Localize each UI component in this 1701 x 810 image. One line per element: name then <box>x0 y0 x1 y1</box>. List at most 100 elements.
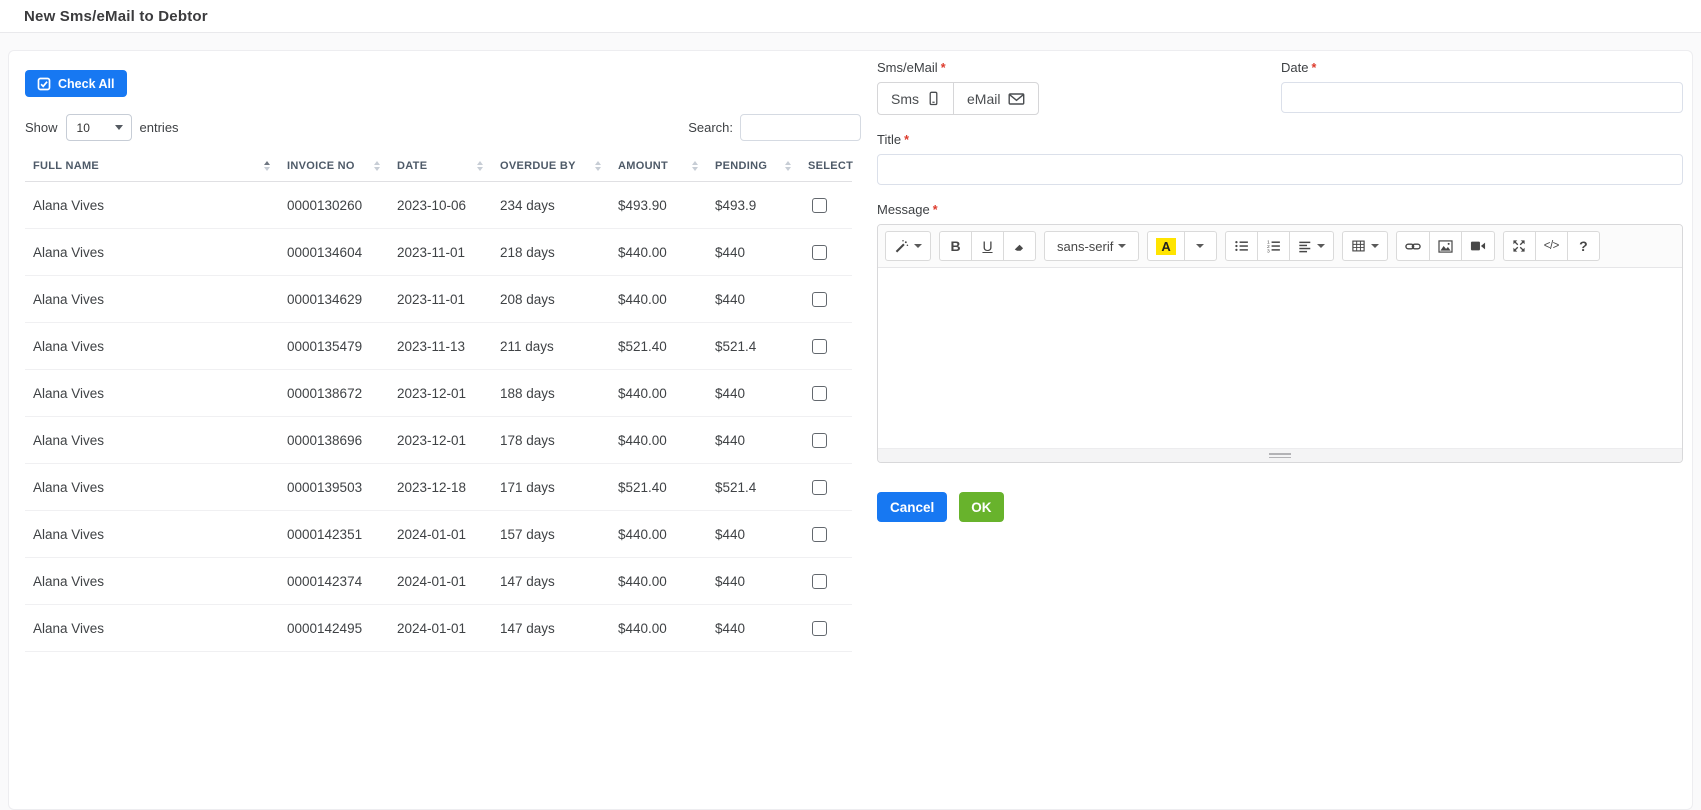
cell-select <box>800 416 852 464</box>
date-input[interactable] <box>1281 82 1683 113</box>
cell-select <box>800 510 852 558</box>
cell-overdue-by: 234 days <box>492 181 610 229</box>
main-card: Check All Show 10 entries Search: <box>8 50 1693 810</box>
fullscreen-icon <box>1512 239 1526 253</box>
list-ol-icon: 1 2 3 <box>1266 239 1281 253</box>
fullscreen-button[interactable] <box>1502 231 1536 261</box>
column-header-amount[interactable]: AMOUNT <box>610 150 707 182</box>
column-header-pending[interactable]: PENDING <box>707 150 800 182</box>
cell-invoice-no: 0000142495 <box>279 604 389 652</box>
cell-full-name: Alana Vives <box>25 275 279 323</box>
cancel-button[interactable]: Cancel <box>877 492 948 522</box>
clear-style-button[interactable] <box>1003 231 1036 261</box>
cell-overdue-by: 218 days <box>492 228 610 276</box>
email-button[interactable]: eMail <box>953 82 1040 115</box>
sort-icon <box>374 160 380 171</box>
select-checkbox[interactable] <box>812 573 827 589</box>
video-button[interactable] <box>1460 231 1495 261</box>
column-header-invoice-no[interactable]: INVOICE NO <box>279 150 389 182</box>
help-button[interactable]: ? <box>1566 231 1600 261</box>
select-checkbox[interactable] <box>812 244 827 260</box>
cell-invoice-no: 0000134629 <box>279 275 389 323</box>
cell-full-name: Alana Vives <box>25 463 279 511</box>
required-asterisk: * <box>904 133 909 147</box>
cell-date: 2024-01-01 <box>389 557 492 605</box>
column-header-date[interactable]: DATE <box>389 150 492 182</box>
select-checkbox[interactable] <box>812 291 827 307</box>
eraser-icon <box>1013 239 1027 253</box>
cell-date: 2023-12-01 <box>389 416 492 464</box>
link-button[interactable] <box>1395 231 1430 261</box>
picture-button[interactable] <box>1428 231 1462 261</box>
ordered-list-button[interactable]: 1 2 3 <box>1256 231 1290 261</box>
sms-button[interactable]: Sms <box>877 82 954 115</box>
table-grid-icon <box>1351 239 1366 253</box>
cell-full-name: Alana Vives <box>25 604 279 652</box>
cell-select <box>800 557 852 605</box>
cell-date: 2023-12-18 <box>389 463 492 511</box>
editor-resize-bar[interactable] <box>878 448 1682 462</box>
cell-pending: $440 <box>707 604 800 652</box>
cell-invoice-no: 0000139503 <box>279 463 389 511</box>
cell-full-name: Alana Vives <box>25 228 279 276</box>
cell-select <box>800 604 852 652</box>
title-input[interactable] <box>877 154 1683 185</box>
cell-date: 2024-01-01 <box>389 604 492 652</box>
cell-select <box>800 322 852 370</box>
page-size-select[interactable]: 10 <box>65 114 132 141</box>
invoice-table-body: Alana Vives 0000130260 2023-10-06 234 da… <box>25 181 852 652</box>
ok-button[interactable]: OK <box>959 492 1004 522</box>
cell-date: 2023-10-06 <box>389 181 492 229</box>
cell-pending: $521.4 <box>707 463 800 511</box>
cell-pending: $440 <box>707 369 800 417</box>
underline-button[interactable]: U <box>971 231 1004 261</box>
message-editing-area[interactable] <box>878 268 1682 448</box>
cell-pending: $521.4 <box>707 322 800 370</box>
font-family-dropdown[interactable]: sans-serif <box>1044 231 1140 261</box>
unordered-list-button[interactable] <box>1224 231 1258 261</box>
page-header: New Sms/eMail to Debtor <box>0 0 1701 33</box>
sort-icon <box>264 160 270 171</box>
sms-email-toggle-group: Sms eMail <box>877 82 1040 115</box>
cell-select <box>800 275 852 323</box>
color-button[interactable]: A <box>1147 231 1185 261</box>
select-checkbox[interactable] <box>812 385 827 401</box>
cell-select <box>800 369 852 417</box>
search-label: Search: <box>688 120 733 135</box>
style-dropdown-button[interactable] <box>885 231 931 261</box>
cell-invoice-no: 0000138696 <box>279 416 389 464</box>
select-checkbox[interactable] <box>812 338 827 354</box>
sort-icon <box>477 160 483 171</box>
video-icon <box>1470 240 1486 252</box>
select-checkbox[interactable] <box>812 479 827 495</box>
search-input[interactable] <box>740 114 861 141</box>
select-checkbox[interactable] <box>812 620 827 636</box>
table-dropdown-button[interactable] <box>1341 231 1388 261</box>
cell-invoice-no: 0000142374 <box>279 557 389 605</box>
check-all-button[interactable]: Check All <box>25 70 127 97</box>
color-dropdown-button[interactable] <box>1183 231 1217 261</box>
codeview-button[interactable]: </> <box>1534 231 1568 261</box>
paragraph-align-dropdown[interactable] <box>1288 231 1334 261</box>
bold-button[interactable]: B <box>939 231 972 261</box>
column-header-overdue-by[interactable]: OVERDUE BY <box>492 150 610 182</box>
cell-invoice-no: 0000138672 <box>279 369 389 417</box>
table-row: Alana Vives 0000142495 2024-01-01 147 da… <box>25 604 852 652</box>
column-header-select: SELECT <box>800 150 853 182</box>
cell-amount: $493.90 <box>610 181 707 229</box>
column-header-full-name[interactable]: FULL NAME <box>25 150 279 182</box>
select-checkbox[interactable] <box>812 526 827 542</box>
date-label: Date * <box>1281 60 1317 75</box>
select-checkbox[interactable] <box>812 197 827 213</box>
select-checkbox[interactable] <box>812 432 827 448</box>
sort-icon <box>785 160 791 171</box>
table-row: Alana Vives 0000134629 2023-11-01 208 da… <box>25 275 852 323</box>
cell-amount: $440.00 <box>610 416 707 464</box>
cell-overdue-by: 171 days <box>492 463 610 511</box>
chevron-down-icon <box>1118 244 1127 248</box>
required-asterisk: * <box>932 203 938 217</box>
cell-amount: $521.40 <box>610 322 707 370</box>
sms-email-form: Sms/eMail * Sms eMail <box>861 60 1683 522</box>
cell-date: 2024-01-01 <box>389 510 492 558</box>
message-editor: B U sans-serif <box>877 224 1683 463</box>
